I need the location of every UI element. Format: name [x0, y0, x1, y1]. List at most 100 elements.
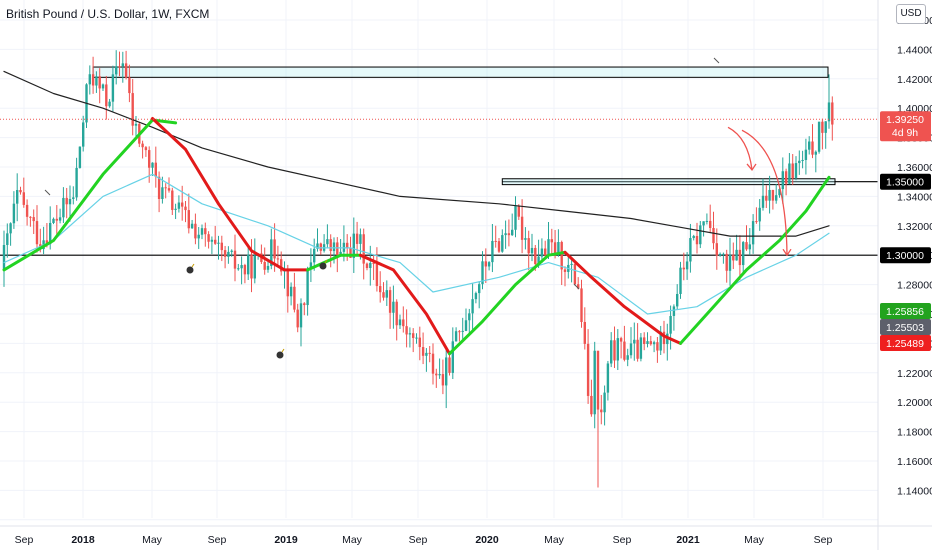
- candle-body: [177, 202, 181, 209]
- candle-body: [240, 265, 243, 269]
- candle-body: [309, 262, 313, 269]
- candle-body: [293, 286, 296, 310]
- time-tick-label: 2020: [475, 534, 499, 546]
- price-tag-label: 1.25503: [886, 322, 924, 334]
- candle-body: [2, 244, 6, 270]
- moving-average-line: [358, 253, 451, 356]
- time-axis[interactable]: Sep 2018 May Sep 2019 May Sep 2020 May Sep 2021 May…: [0, 525, 932, 546]
- candle-body: [487, 262, 491, 267]
- candle-body: [253, 255, 256, 279]
- candle-body: [346, 242, 349, 249]
- candle-body: [570, 263, 573, 265]
- candle-body: [718, 253, 722, 256]
- candle-body: [167, 188, 171, 191]
- candle-body: [593, 350, 596, 415]
- candle-body: [352, 233, 355, 258]
- time-tick-label: Sep: [409, 534, 428, 546]
- candle-body: [204, 228, 207, 235]
- candle-body: [586, 343, 590, 396]
- markers: [44, 57, 720, 359]
- candle-body: [82, 122, 85, 147]
- candle-body: [676, 293, 679, 307]
- candle-body: [418, 337, 421, 348]
- candle-body: [425, 352, 428, 356]
- candle-body: [184, 206, 187, 211]
- bomb-icon: [319, 262, 327, 270]
- candle-body: [128, 77, 131, 94]
- candle-body: [451, 341, 454, 373]
- candle-body: [705, 220, 709, 222]
- candle-body: [131, 93, 134, 126]
- candle-body: [233, 250, 237, 269]
- candle-body: [685, 261, 689, 270]
- candle-body: [692, 235, 695, 239]
- candle-body: [454, 331, 458, 342]
- candle-body: [174, 208, 177, 210]
- candle-body: [405, 326, 408, 335]
- time-tick-label: 2021: [676, 534, 700, 546]
- candle-body: [458, 331, 461, 333]
- candle-body: [821, 121, 824, 133]
- candle-body: [157, 176, 161, 199]
- candle-body: [210, 239, 214, 242]
- price-tick-label: 1.20000: [897, 397, 932, 409]
- candle-body: [16, 190, 19, 204]
- candle-body: [662, 331, 666, 345]
- candle-body: [197, 234, 200, 239]
- candle-body: [65, 197, 68, 205]
- pointer-icon: [44, 189, 51, 196]
- candle-body: [461, 330, 464, 332]
- candle-body: [464, 320, 468, 331]
- time-tick-label: May: [342, 534, 363, 546]
- candle-body: [6, 233, 9, 245]
- candle-body: [553, 242, 557, 254]
- candle-body: [388, 290, 392, 313]
- candle-body: [600, 409, 603, 413]
- candle-body: [814, 151, 817, 155]
- candle-body: [316, 243, 319, 249]
- candle-body: [45, 240, 49, 245]
- candle-body: [435, 373, 438, 376]
- candle-body: [610, 340, 613, 364]
- horizontal-levels: [0, 181, 878, 256]
- candle-body: [560, 241, 563, 270]
- candle-body: [141, 143, 144, 148]
- candle-body: [798, 160, 801, 164]
- candle-body: [781, 171, 784, 190]
- candle-body: [738, 249, 742, 266]
- candle-body: [580, 288, 583, 323]
- price-tag: [880, 173, 931, 190]
- candle-body: [768, 189, 771, 201]
- candle-body: [270, 239, 273, 266]
- price-tick-label: 1.22000: [897, 368, 932, 380]
- candle-body: [164, 187, 167, 189]
- candle-body: [154, 162, 157, 177]
- candle-body: [319, 243, 322, 251]
- candle-body: [583, 322, 586, 344]
- chart-title: British Pound / U.S. Dollar, 1W, FXCM: [6, 7, 210, 21]
- candle-body: [9, 223, 12, 234]
- candle-body: [415, 337, 418, 339]
- candle-body: [689, 238, 692, 262]
- candle-body: [765, 195, 768, 201]
- candle-body: [636, 339, 639, 359]
- candle-body: [478, 284, 481, 294]
- candle-body: [606, 363, 610, 393]
- candle-body: [392, 301, 395, 313]
- candle-body: [207, 234, 210, 242]
- moving-average-line: [679, 175, 831, 345]
- candle-body: [695, 235, 699, 245]
- currency-badge[interactable]: USD: [896, 4, 926, 24]
- candle-body: [626, 355, 629, 360]
- candle-body: [35, 221, 39, 245]
- price-axis[interactable]: 1.460001.440001.420001.400001.380001.360…: [877, 0, 932, 550]
- candle-body: [72, 197, 75, 199]
- candle-body: [761, 195, 765, 208]
- candle-body: [355, 233, 359, 244]
- candle-body: [181, 202, 184, 207]
- candle-body: [214, 239, 217, 244]
- candle-body: [732, 254, 735, 261]
- candle-body: [504, 233, 507, 236]
- moving-average-line: [448, 250, 567, 356]
